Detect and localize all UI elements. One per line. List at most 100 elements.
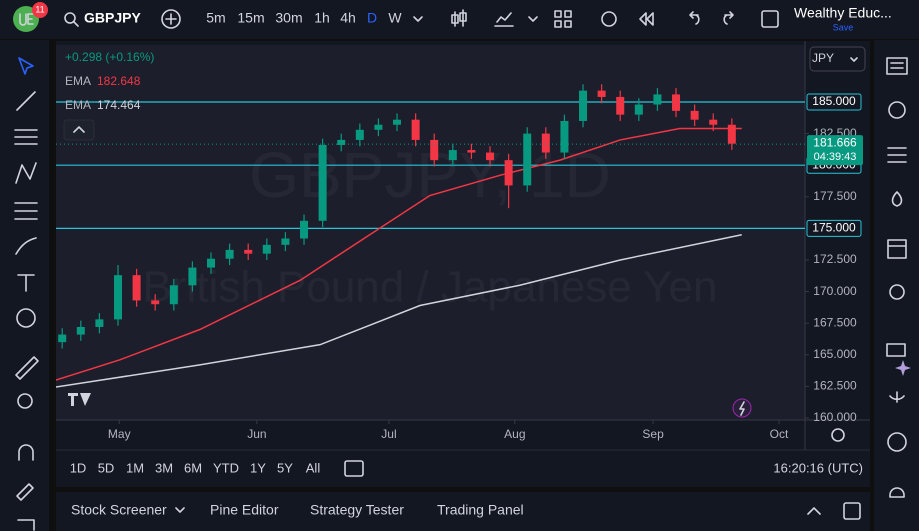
- candle-body: [374, 124, 383, 130]
- interval-menu[interactable]: [413, 16, 423, 22]
- magnet-tool[interactable]: [18, 444, 34, 461]
- replay[interactable]: [639, 12, 654, 26]
- redo[interactable]: [723, 11, 734, 25]
- legend-name: EMA: [65, 74, 91, 88]
- interval[interactable]: 1h: [314, 10, 330, 26]
- interval[interactable]: 30m: [275, 10, 302, 26]
- last-price-box: [807, 135, 863, 166]
- range-button[interactable]: 5D: [98, 460, 115, 475]
- prediction-tool[interactable]: [14, 202, 38, 220]
- panel-tab[interactable]: Strategy Tester: [310, 502, 404, 518]
- range-button[interactable]: 3M: [155, 460, 173, 475]
- interval[interactable]: 15m: [237, 10, 264, 26]
- watchlist[interactable]: [886, 57, 908, 75]
- range-button[interactable]: YTD: [213, 460, 239, 475]
- alert[interactable]: [601, 11, 617, 27]
- notifications[interactable]: [889, 487, 905, 498]
- emoji-tool[interactable]: [16, 308, 36, 328]
- collapse-legend[interactable]: [63, 119, 95, 141]
- candle-body: [300, 220, 309, 239]
- range-button[interactable]: 6M: [184, 460, 202, 475]
- flash-icon[interactable]: [732, 398, 752, 418]
- panel-tab[interactable]: Stock Screener: [71, 502, 167, 518]
- lock-tool[interactable]: [16, 483, 34, 501]
- hotlist[interactable]: [891, 191, 903, 207]
- price-change: +0.298 (+0.16%): [65, 50, 154, 64]
- indicators-menu[interactable]: [528, 16, 538, 22]
- candle-body: [281, 238, 290, 245]
- interval[interactable]: D: [367, 10, 377, 26]
- collapse-arrow: [73, 126, 85, 133]
- ema-line: [56, 233, 742, 388]
- text-tool[interactable]: [17, 274, 35, 292]
- left-toolbar: [0, 40, 49, 531]
- currency[interactable]: JPY: [812, 51, 834, 65]
- candle-body: [169, 285, 178, 305]
- screener-menu[interactable]: [175, 507, 185, 513]
- price-label-box: [806, 219, 862, 237]
- panel-tab[interactable]: Trading Panel: [437, 502, 524, 518]
- price-line-label: 185.000: [812, 94, 856, 108]
- fib-tool[interactable]: [14, 129, 38, 145]
- expand-panel[interactable]: [807, 507, 821, 515]
- add-symbol[interactable]: [161, 9, 181, 29]
- save[interactable]: Save: [833, 22, 854, 32]
- search-icon[interactable]: [64, 12, 76, 24]
- trend-line-tool[interactable]: [16, 91, 36, 111]
- panel-tab[interactable]: Pine Editor: [210, 502, 279, 518]
- hide-tool[interactable]: [17, 519, 35, 531]
- bottom-tabs: [56, 492, 870, 531]
- legend-value: 174.464: [97, 98, 141, 112]
- account-name[interactable]: Wealthy Educ...: [794, 5, 892, 21]
- assistant[interactable]: [889, 391, 905, 403]
- range-button[interactable]: 1D: [70, 460, 87, 475]
- symbol[interactable]: GBPJPY: [84, 10, 141, 26]
- cursor-tool[interactable]: [18, 57, 34, 75]
- layouts[interactable]: [554, 10, 572, 28]
- y-tick-label: 160.000: [813, 410, 857, 424]
- badge: [32, 2, 48, 18]
- chart-type[interactable]: [451, 9, 467, 27]
- range-button[interactable]: All: [306, 460, 321, 475]
- range-button[interactable]: 1Y: [250, 460, 266, 475]
- chat[interactable]: [886, 343, 906, 357]
- calendar[interactable]: [887, 239, 907, 259]
- alerts[interactable]: [888, 101, 906, 119]
- candle-body: [114, 275, 123, 320]
- interval[interactable]: W: [388, 10, 402, 26]
- logo-mark: [19, 13, 34, 26]
- candle-body: [411, 119, 420, 140]
- candle-body: [355, 129, 364, 140]
- pattern-tool[interactable]: [15, 162, 37, 184]
- news[interactable]: [887, 147, 907, 163]
- candle-body: [690, 110, 699, 120]
- maximize-panel[interactable]: [843, 502, 861, 520]
- range-button[interactable]: 5Y: [277, 460, 293, 475]
- zoom-tool[interactable]: [17, 393, 33, 409]
- layout-square[interactable]: [761, 10, 779, 28]
- candle-body: [616, 96, 625, 115]
- indicators[interactable]: [494, 12, 514, 27]
- y-tick-label: 162.500: [813, 379, 857, 393]
- ideas[interactable]: [889, 284, 905, 300]
- settings[interactable]: [831, 428, 845, 442]
- ema-line: [56, 127, 742, 381]
- clock: 16:20:16 (UTC): [773, 460, 863, 475]
- interval[interactable]: 5m: [206, 10, 225, 26]
- candle-body: [523, 133, 532, 186]
- candle-body: [393, 119, 402, 125]
- range-button[interactable]: 1M: [126, 460, 144, 475]
- candle-body: [560, 120, 569, 153]
- plus: [165, 13, 177, 25]
- x-tick-label: Aug: [504, 427, 525, 441]
- interval[interactable]: 4h: [340, 10, 356, 26]
- date-range[interactable]: [344, 460, 364, 477]
- brush-tool[interactable]: [15, 237, 37, 255]
- streams[interactable]: [887, 432, 907, 452]
- measure-tool[interactable]: [15, 356, 39, 380]
- candle-body: [727, 124, 736, 144]
- undo[interactable]: [689, 11, 700, 25]
- currency-box[interactable]: [809, 46, 866, 72]
- legend-name: EMA: [65, 98, 91, 112]
- candle-body: [132, 275, 141, 301]
